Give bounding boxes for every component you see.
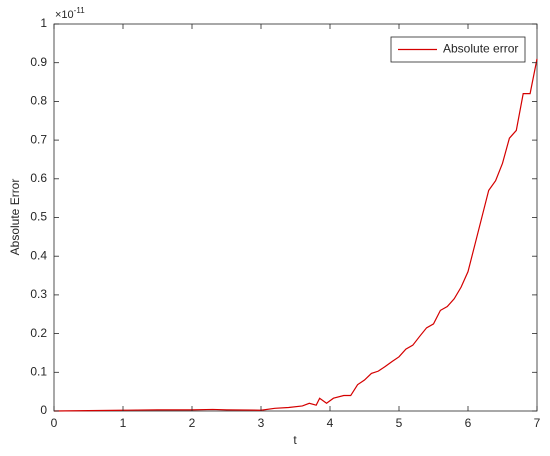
- x-tick-label: 5: [396, 416, 403, 430]
- x-tick-label: 6: [465, 416, 472, 430]
- y-tick-label: 0.1: [30, 364, 47, 378]
- x-tick-label: 1: [120, 416, 127, 430]
- x-axis-label: t: [293, 433, 297, 447]
- y-tick-label: 1: [40, 16, 47, 30]
- legend-label: Absolute error: [443, 42, 518, 56]
- x-tick-label: 4: [327, 416, 334, 430]
- y-tick-label: 0.3: [30, 287, 47, 301]
- y-axis-label: Absolute Error: [8, 179, 22, 256]
- x-tick-label: 7: [534, 416, 541, 430]
- y-multiplier: ×10-11: [55, 6, 85, 21]
- y-tick-label: 0: [40, 403, 47, 417]
- data-line: [53, 58, 538, 412]
- y-multiplier-base: ×10: [55, 9, 74, 21]
- y-tick-label: 0.6: [30, 171, 47, 185]
- y-tick-label: 0.7: [30, 132, 47, 146]
- y-tick-label: 0.8: [30, 94, 47, 108]
- y-tick-label: 0.5: [30, 210, 47, 224]
- x-tick-label: 0: [51, 416, 58, 430]
- y-multiplier-exponent: -11: [74, 6, 86, 15]
- y-tick-label: 0.4: [30, 248, 47, 262]
- y-tick-label: 0.2: [30, 326, 47, 340]
- x-tick-label: 2: [189, 416, 196, 430]
- plot-frame: [53, 23, 538, 412]
- x-tick-label: 3: [258, 416, 265, 430]
- y-tick-label: 0.9: [30, 55, 47, 69]
